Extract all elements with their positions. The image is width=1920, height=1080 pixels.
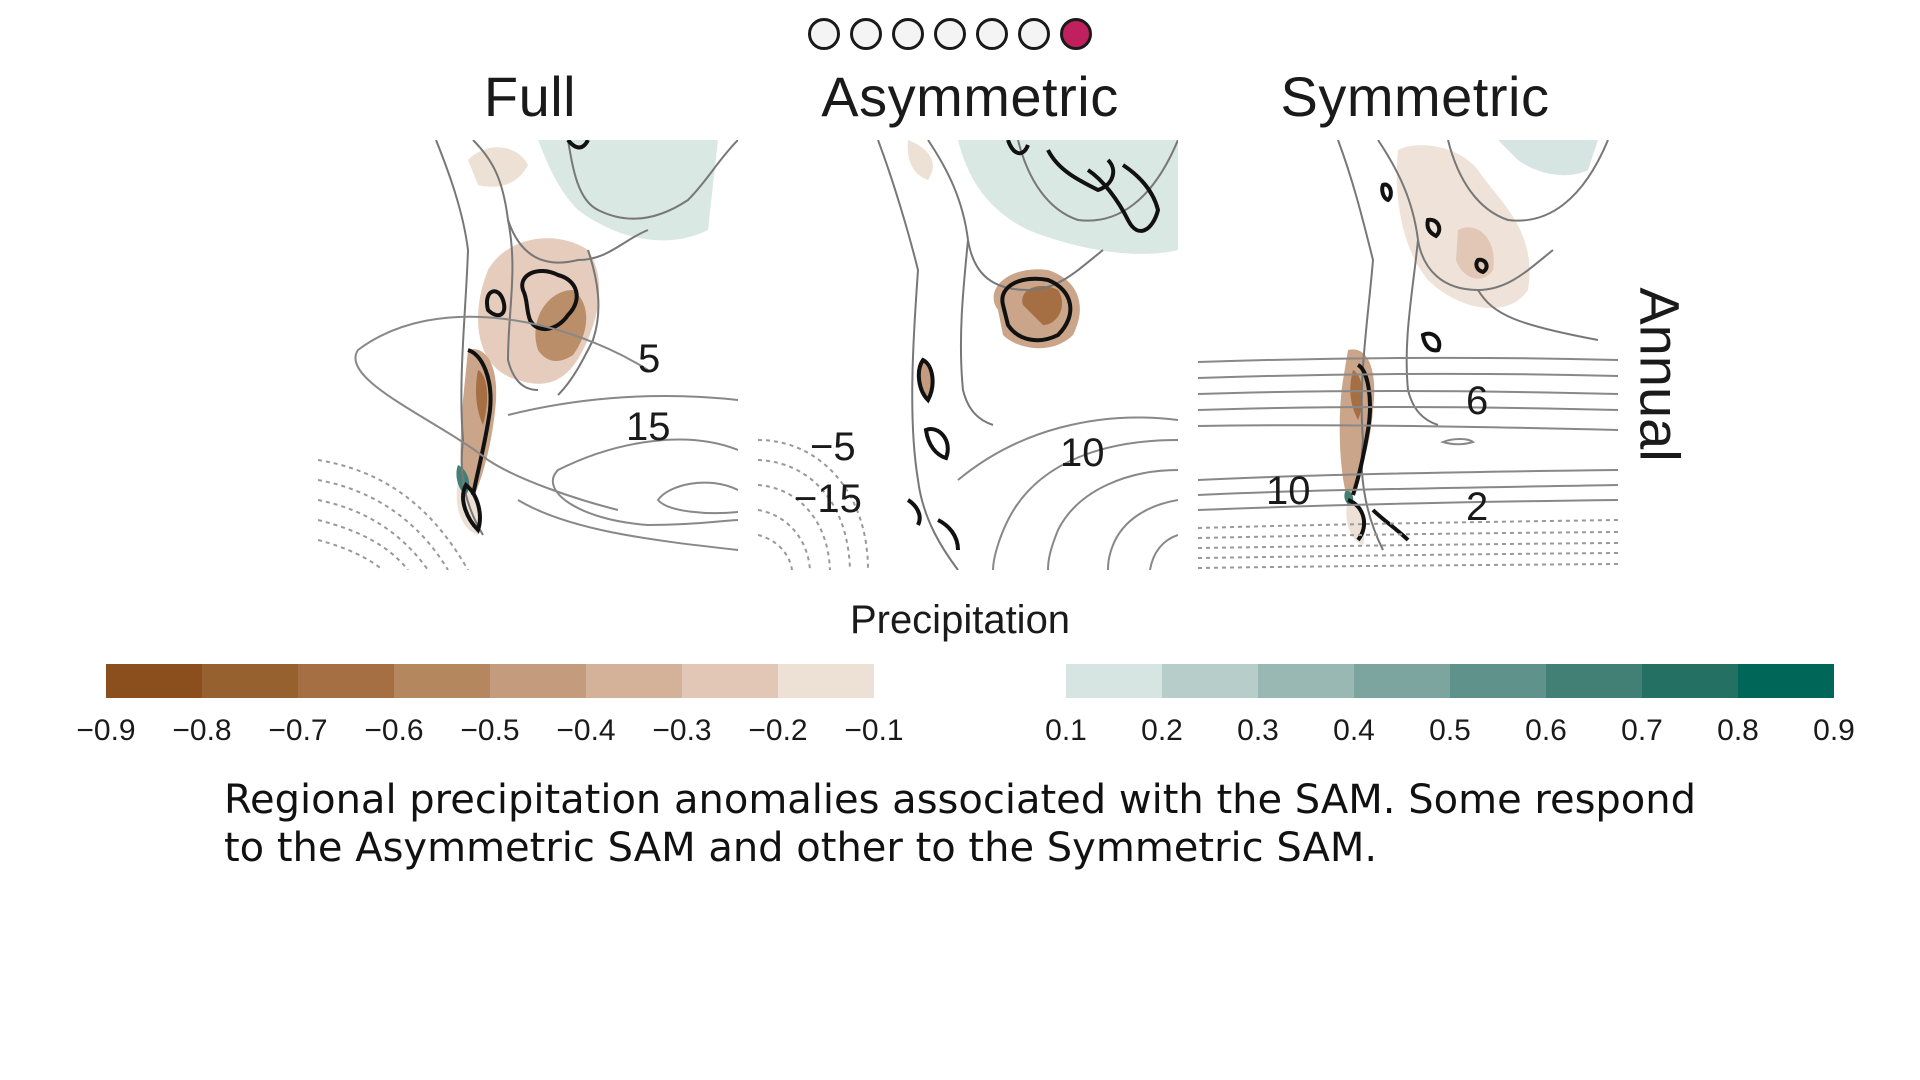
colorbar-swatch (1258, 664, 1354, 698)
colorbar-swatch (1354, 664, 1450, 698)
colorbar-swatch (1066, 664, 1162, 698)
circulation-contours (354, 315, 738, 551)
colorbar-swatch (682, 664, 778, 698)
significance-contours (906, 140, 1161, 551)
slide-dot-2[interactable] (850, 18, 882, 50)
slide-dot-7[interactable] (1060, 18, 1092, 50)
colorbar-positive (1066, 664, 1834, 698)
caption-line-2: to the Asymmetric SAM and other to the S… (224, 825, 1378, 871)
colorbar-tick: 0.5 (1429, 714, 1471, 747)
colorbar-swatch (202, 664, 298, 698)
precip-anomaly-shading (1339, 140, 1598, 545)
colorbar-swatch (778, 664, 874, 698)
colorbar-tick: −0.6 (364, 714, 424, 747)
contour-label-10: 10 (1266, 469, 1311, 513)
map-panel-symmetric: 6 10 2 (1198, 140, 1618, 569)
contour-label-2: 2 (1466, 485, 1488, 529)
contour-label-10: 10 (1060, 431, 1105, 475)
colorbar-tick: 0.3 (1237, 714, 1279, 747)
negative-contours (318, 459, 469, 570)
contour-label-5: 5 (638, 337, 660, 381)
significance-contours (1347, 182, 1489, 542)
colorbar-tick: −0.2 (748, 714, 808, 747)
colorbar-tick: 0.1 (1045, 714, 1087, 747)
negative-contours (1198, 519, 1618, 569)
colorbar-tick: 0.8 (1717, 714, 1759, 747)
contour-label-neg5: −5 (810, 425, 856, 469)
slide-dot-4[interactable] (934, 18, 966, 50)
slide-navigation (808, 18, 1092, 50)
panel-title-asymmetric: Asymmetric (821, 65, 1119, 128)
colorbar-swatch (1546, 664, 1642, 698)
colorbar-swatch (1162, 664, 1258, 698)
panel-title-full: Full (483, 65, 577, 128)
colorbar-swatch (586, 664, 682, 698)
colorbar-tick: 0.7 (1621, 714, 1663, 747)
legend-title: Precipitation (849, 598, 1071, 642)
contour-label-15: 15 (626, 405, 671, 449)
colorbar-tick: −0.9 (76, 714, 136, 747)
caption-line-1: Regional precipitation anomalies associa… (224, 777, 1697, 823)
colorbar-swatch (298, 664, 394, 698)
map-panel-full: 5 15 (318, 140, 738, 570)
colorbar-tick: 0.2 (1141, 714, 1183, 747)
contour-label-neg15: −15 (794, 477, 862, 521)
country-borders (877, 140, 1178, 570)
colorbar-tick: −0.8 (172, 714, 232, 747)
row-label-annual: Annual (1628, 287, 1692, 462)
circulation-contours (1198, 356, 1618, 511)
contour-label-6: 6 (1466, 379, 1488, 423)
colorbar-tick: −0.3 (652, 714, 712, 747)
colorbar-swatch (394, 664, 490, 698)
precip-anomaly-shading (456, 140, 718, 535)
colorbar-swatch (106, 664, 202, 698)
colorbar-swatch (1450, 664, 1546, 698)
panel-title-symmetric: Symmetric (1280, 65, 1550, 128)
figure-caption: Regional precipitation anomalies associa… (224, 776, 1764, 872)
colorbar-negative (106, 664, 874, 698)
colorbar-swatch (1738, 664, 1834, 698)
country-borders (1337, 140, 1609, 551)
colorbar-tick: −0.4 (556, 714, 616, 747)
slide-dot-5[interactable] (976, 18, 1008, 50)
slide-dot-3[interactable] (892, 18, 924, 50)
significance-contours (461, 140, 590, 534)
circulation-contours (957, 416, 1178, 570)
map-panel-asymmetric: −5 −15 10 (758, 140, 1178, 570)
colorbar-tick: 0.9 (1813, 714, 1855, 747)
colorbar-tick: −0.5 (460, 714, 520, 747)
colorbar-swatch (1642, 664, 1738, 698)
colorbar-tick: −0.7 (268, 714, 328, 747)
colorbar-tick: 0.4 (1333, 714, 1375, 747)
slide-dot-1[interactable] (808, 18, 840, 50)
colorbar-tick: 0.6 (1525, 714, 1567, 747)
colorbar-tick: −0.1 (844, 714, 904, 747)
negative-contours (758, 439, 869, 570)
colorbar-swatch (490, 664, 586, 698)
slide-dot-6[interactable] (1018, 18, 1050, 50)
